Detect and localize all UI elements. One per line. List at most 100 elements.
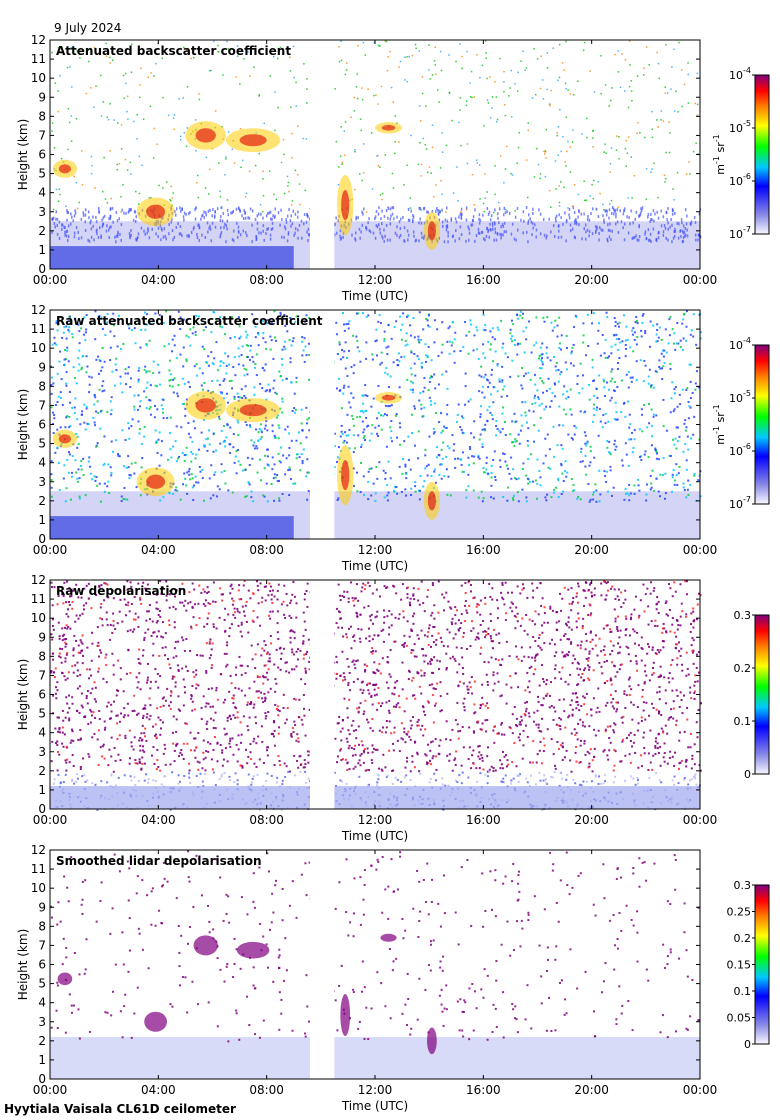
colorbar — [754, 344, 770, 505]
colorbar-tick-label: 10-5 — [729, 389, 751, 405]
x-tick-label: 08:00 — [249, 273, 284, 287]
y-tick-label: 4 — [38, 996, 46, 1010]
y-tick-label: 7 — [38, 668, 46, 682]
y-tick-label: 7 — [38, 938, 46, 952]
y-tick-label: 1 — [38, 783, 46, 797]
colorbar-tick-label: 0.2 — [734, 932, 752, 945]
x-tick-label: 16:00 — [466, 813, 501, 827]
colorbar-tick-label: 0.1 — [734, 715, 752, 728]
y-tick-label: 4 — [38, 726, 46, 740]
x-tick-label: 04:00 — [141, 1083, 176, 1097]
x-tick-label: 00:00 — [33, 273, 68, 287]
x-tick-label: 12:00 — [358, 543, 393, 557]
y-tick-label: 3 — [38, 1015, 46, 1029]
data-gap — [310, 310, 335, 539]
y-tick-label: 9 — [38, 900, 46, 914]
x-tick-label: 00:00 — [33, 543, 68, 557]
colorbar-tick-label: 0.2 — [734, 662, 752, 675]
colorbar-tick-label: 10-7 — [729, 495, 751, 511]
y-tick-label: 5 — [38, 437, 46, 451]
x-tick-label: 04:00 — [141, 543, 176, 557]
y-tick-label: 3 — [38, 475, 46, 489]
y-tick-label: 8 — [38, 919, 46, 933]
colorbar-tick-label: 0.3 — [734, 609, 752, 622]
data-gap — [310, 40, 335, 269]
colorbar-tick-label: 0.25 — [727, 906, 752, 919]
x-tick-label: 20:00 — [574, 1083, 609, 1097]
x-tick-label: 04:00 — [141, 273, 176, 287]
panel-title: Raw attenuated backscatter coefficient — [56, 314, 323, 328]
y-tick-label: 4 — [38, 186, 46, 200]
y-tick-label: 8 — [38, 109, 46, 123]
y-tick-label: 12 — [31, 573, 46, 587]
colorbar-tick-label: 10-7 — [729, 225, 751, 241]
heatmap-texture — [50, 850, 701, 1079]
x-tick-label: 20:00 — [574, 273, 609, 287]
y-tick-label: 12 — [31, 843, 46, 857]
y-tick-label: 8 — [38, 649, 46, 663]
colorbar-tick-label: 0.3 — [734, 879, 752, 892]
y-axis-label: Height (km) — [16, 119, 30, 190]
y-tick-label: 2 — [38, 224, 46, 238]
x-tick-label: 00:00 — [33, 813, 68, 827]
y-tick-label: 11 — [31, 322, 46, 336]
y-tick-label: 11 — [31, 52, 46, 66]
y-tick-label: 2 — [38, 764, 46, 778]
heatmap-texture — [50, 310, 702, 539]
colorbar-tick-label: 0.15 — [727, 959, 752, 972]
colorbar — [754, 884, 770, 1045]
x-tick-label: 00:00 — [683, 1083, 718, 1097]
y-tick-label: 12 — [31, 303, 46, 317]
y-tick-label: 3 — [38, 205, 46, 219]
x-tick-label: 12:00 — [358, 813, 393, 827]
colorbar-tick-label: 10-6 — [729, 442, 751, 458]
y-tick-label: 6 — [38, 148, 46, 162]
y-tick-label: 2 — [38, 1034, 46, 1048]
y-tick-label: 8 — [38, 379, 46, 393]
y-tick-label: 9 — [38, 90, 46, 104]
y-tick-label: 10 — [31, 341, 46, 355]
x-tick-label: 08:00 — [249, 543, 284, 557]
y-tick-label: 2 — [38, 494, 46, 508]
y-tick-label: 10 — [31, 611, 46, 625]
y-axis-label: Height (km) — [16, 389, 30, 460]
y-tick-label: 10 — [31, 881, 46, 895]
x-tick-label: 12:00 — [358, 273, 393, 287]
y-tick-label: 9 — [38, 360, 46, 374]
y-tick-label: 0 — [38, 532, 46, 546]
data-gap — [310, 850, 335, 1079]
y-axis-label: Height (km) — [16, 929, 30, 1000]
colorbar-tick-label: 0 — [744, 768, 751, 781]
y-tick-label: 5 — [38, 977, 46, 991]
colorbar-tick-label: 10-6 — [729, 172, 751, 188]
panel-title: Attenuated backscatter coefficient — [56, 44, 291, 58]
y-tick-label: 7 — [38, 128, 46, 142]
y-tick-label: 3 — [38, 745, 46, 759]
x-axis-label: Time (UTC) — [341, 829, 408, 843]
x-tick-label: 08:00 — [249, 1083, 284, 1097]
y-tick-label: 1 — [38, 243, 46, 257]
heatmap-texture — [50, 40, 702, 269]
colorbar-unit: m-1 sr-1 — [712, 134, 727, 174]
panel-title: Smoothed lidar depolarisation — [56, 854, 262, 868]
x-tick-label: 16:00 — [466, 543, 501, 557]
y-tick-label: 6 — [38, 958, 46, 972]
y-tick-label: 1 — [38, 1053, 46, 1067]
x-tick-label: 00:00 — [33, 1083, 68, 1097]
y-tick-label: 0 — [38, 262, 46, 276]
y-tick-label: 11 — [31, 862, 46, 876]
x-tick-label: 00:00 — [683, 813, 718, 827]
x-tick-label: 08:00 — [249, 813, 284, 827]
colorbar-unit: m-1 sr-1 — [712, 404, 727, 444]
y-tick-label: 10 — [31, 71, 46, 85]
colorbar-tick-label: 0.05 — [727, 1012, 752, 1025]
y-tick-label: 5 — [38, 707, 46, 721]
x-tick-label: 00:00 — [683, 273, 718, 287]
x-axis-label: Time (UTC) — [341, 559, 408, 573]
y-tick-label: 6 — [38, 418, 46, 432]
